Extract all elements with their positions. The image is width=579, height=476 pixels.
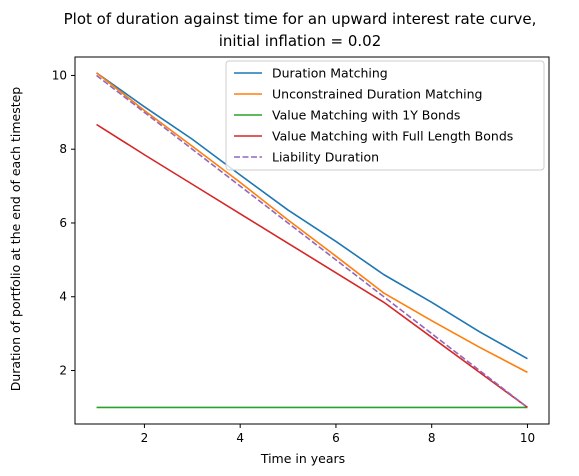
x-tick-label-0: 2 bbox=[141, 431, 149, 445]
axes-layer: 2 4 6 8 10 2 4 6 8 10 bbox=[52, 56, 550, 445]
series-line-1 bbox=[96, 72, 528, 374]
chart-title-line-1: Plot of duration against time for an upw… bbox=[64, 10, 537, 28]
y-axis-label: Duration of portfolio at the end of each… bbox=[8, 87, 23, 392]
plot-frame bbox=[74, 56, 550, 425]
y-tick-label-2: 6 bbox=[59, 216, 67, 230]
y-tick-label-0: 2 bbox=[59, 364, 67, 378]
y-tick-label-1: 4 bbox=[59, 290, 67, 304]
legend-label-0: Duration Matching bbox=[272, 66, 388, 81]
series-line-0 bbox=[96, 72, 528, 360]
chart-title-line-2: initial inflation = 0.02 bbox=[219, 32, 382, 50]
series-line-4 bbox=[96, 74, 528, 409]
legend-label-1: Unconstrained Duration Matching bbox=[272, 87, 482, 102]
y-tick-label-4: 10 bbox=[52, 68, 67, 82]
x-tick-label-2: 6 bbox=[332, 431, 340, 445]
x-tick-label-3: 8 bbox=[428, 431, 436, 445]
legend-label-3: Value Matching with Full Length Bonds bbox=[272, 129, 513, 144]
legend-label-2: Value Matching with 1Y Bonds bbox=[272, 108, 460, 123]
legend: Duration Matching Unconstrained Duration … bbox=[225, 60, 545, 171]
x-tick-label-4: 10 bbox=[520, 431, 535, 445]
x-axis-label: Time in years bbox=[260, 451, 345, 466]
y-tick-label-3: 8 bbox=[59, 142, 67, 156]
legend-label-4: Liability Duration bbox=[272, 150, 379, 165]
x-tick-label-1: 4 bbox=[236, 431, 244, 445]
legend-box bbox=[225, 60, 545, 171]
series-layer bbox=[96, 72, 528, 409]
series-line-3 bbox=[96, 123, 528, 409]
